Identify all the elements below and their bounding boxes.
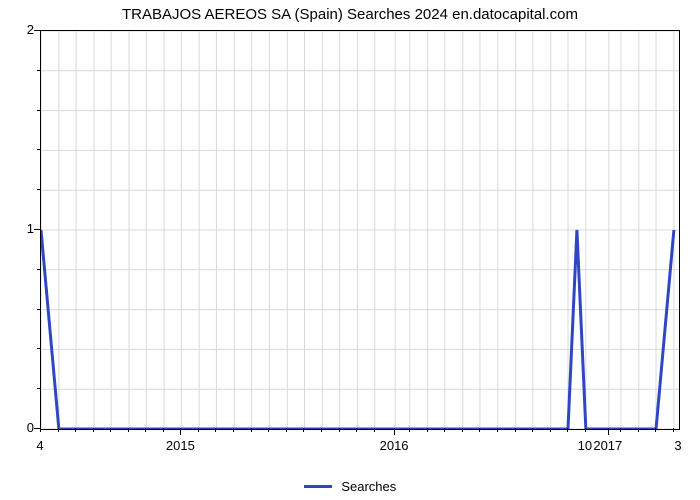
x-corner-left: 4 — [36, 438, 43, 453]
x-minor-tick — [58, 428, 59, 432]
x-minor-tick — [673, 428, 674, 432]
y-minor-tick — [37, 388, 40, 389]
y-minor-tick — [37, 110, 40, 111]
x-minor-tick — [163, 428, 164, 432]
legend-swatch — [304, 485, 332, 488]
x-minor-tick — [198, 428, 199, 432]
x-minor-tick — [233, 428, 234, 432]
x-minor-tick — [215, 428, 216, 432]
legend-label: Searches — [341, 479, 396, 494]
x-minor-tick — [515, 428, 516, 432]
x-minor-tick — [444, 428, 445, 432]
x-minor-tick — [75, 428, 76, 432]
y-minor-tick — [37, 70, 40, 71]
y-axis-label: 1 — [4, 221, 34, 236]
x-minor-tick — [251, 428, 252, 432]
legend: Searches — [0, 478, 700, 494]
x-minor-tick — [550, 428, 551, 432]
x-corner-right: 3 — [674, 438, 681, 453]
x-minor-tick — [608, 428, 609, 432]
x-minor-tick — [110, 428, 111, 432]
x-minor-tick — [585, 428, 586, 432]
plot-area — [40, 30, 680, 430]
x-minor-tick — [356, 428, 357, 432]
y-minor-tick — [37, 189, 40, 190]
x-minor-tick — [303, 428, 304, 432]
x-minor-tick — [268, 428, 269, 432]
x-minor-tick — [532, 428, 533, 432]
y-minor-tick — [37, 269, 40, 270]
x-minor-tick — [462, 428, 463, 432]
y-minor-tick — [37, 149, 40, 150]
x-axis-label: 2017 — [593, 438, 622, 453]
x-minor-tick — [638, 428, 639, 432]
x-minor-tick — [339, 428, 340, 432]
x-minor-tick — [409, 428, 410, 432]
y-tick — [34, 30, 40, 31]
x-minor-tick — [655, 428, 656, 432]
x-minor-tick — [479, 428, 480, 432]
x-minor-tick — [497, 428, 498, 432]
x-minor-tick — [93, 428, 94, 432]
y-tick — [34, 229, 40, 230]
chart-svg — [41, 31, 679, 429]
x-minor-tick — [620, 428, 621, 432]
x-minor-tick — [180, 428, 181, 432]
chart-title: TRABAJOS AEREOS SA (Spain) Searches 2024… — [0, 6, 700, 23]
x-minor-tick — [40, 428, 41, 432]
secondary-axis-label: 10 — [578, 438, 592, 453]
y-axis-label: 2 — [4, 22, 34, 37]
y-minor-tick — [37, 348, 40, 349]
x-axis-label: 2015 — [166, 438, 195, 453]
y-minor-tick — [37, 309, 40, 310]
x-minor-tick — [427, 428, 428, 432]
x-minor-tick — [286, 428, 287, 432]
x-minor-tick — [128, 428, 129, 432]
x-minor-tick — [394, 428, 395, 432]
x-minor-tick — [567, 428, 568, 432]
y-axis-label: 0 — [4, 420, 34, 435]
x-minor-tick — [374, 428, 375, 432]
x-axis-label: 2016 — [380, 438, 409, 453]
x-minor-tick — [321, 428, 322, 432]
x-minor-tick — [145, 428, 146, 432]
